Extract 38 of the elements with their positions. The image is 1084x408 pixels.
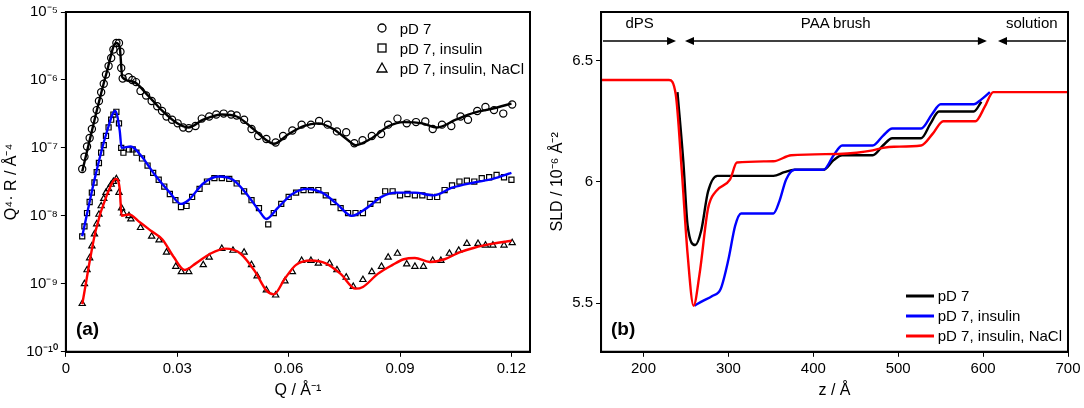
legend-label: pD 7, insulin, NaCl	[937, 327, 1062, 345]
x-tick-label: 400	[800, 358, 826, 376]
legend-label: pD 7	[937, 287, 970, 305]
x-tick-label: 200	[630, 358, 657, 376]
x-tick-label: 0.12	[496, 358, 527, 376]
annotation: dPS	[624, 14, 655, 31]
x-tick-label: 300	[715, 358, 741, 376]
line-series	[601, 78, 1068, 307]
y-tick-label: 10⁻⁶	[30, 70, 58, 88]
x-tick-label: 500	[885, 358, 911, 376]
legend-label: pD 7	[399, 19, 432, 37]
x-tick-label: 0	[61, 358, 71, 376]
y-tick-label: 10⁻⁹	[29, 273, 58, 291]
x-tick-label: 600	[970, 358, 996, 376]
y-tick-label: 10⁻⁵	[29, 2, 58, 20]
x-tick-label: 0.09	[385, 358, 415, 376]
y-axis-title: SLD / 10⁻⁶ Å⁻²	[547, 131, 566, 232]
x-axis-title: Q / Å⁻¹	[274, 379, 322, 398]
y-tick-label: 6.5	[572, 50, 594, 68]
annotation: (b)	[611, 317, 636, 340]
annotation: solution	[1004, 14, 1059, 31]
x-axis-title: z / Å	[818, 379, 851, 398]
legend-label: pD 7, insulin	[399, 39, 483, 57]
x-tick-label: 0.06	[274, 358, 304, 376]
annotation: (a)	[75, 317, 100, 340]
line-series	[676, 90, 983, 247]
y-tick-label: 6	[584, 172, 594, 190]
legend-label: pD 7, insulin, NaCl	[399, 59, 524, 77]
legend-label: pD 7, insulin	[937, 307, 1021, 325]
x-tick-label: 700	[1055, 358, 1081, 376]
annotation: PAA brush	[799, 14, 872, 31]
y-tick-label: 10⁻⁸	[29, 206, 58, 224]
y-axis-title: Q⁴· R / Å⁻⁴	[1, 143, 20, 221]
y-tick-label: 10⁻¹⁰	[26, 341, 58, 359]
x-tick-label: 0.03	[162, 358, 192, 376]
line-series	[693, 90, 992, 307]
y-tick-label: 10⁻⁷	[30, 138, 58, 156]
y-tick-label: 5.5	[572, 293, 594, 311]
